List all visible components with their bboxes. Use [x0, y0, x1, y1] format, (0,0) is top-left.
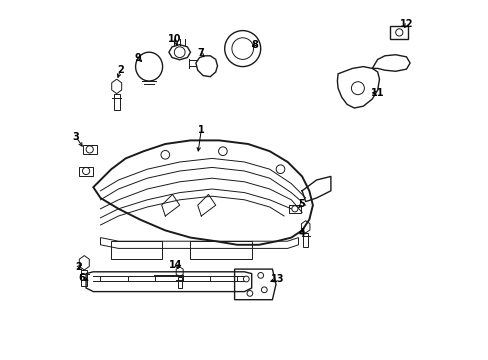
Text: 9: 9	[135, 53, 142, 63]
Text: 14: 14	[169, 260, 183, 270]
Text: 7: 7	[197, 48, 203, 58]
Text: 4: 4	[298, 228, 305, 238]
Text: 2: 2	[75, 262, 82, 272]
Text: 10: 10	[167, 34, 181, 44]
Text: 1: 1	[198, 125, 204, 135]
Text: 11: 11	[370, 88, 384, 98]
Text: 5: 5	[298, 199, 305, 210]
Text: 2: 2	[117, 65, 123, 75]
Text: 3: 3	[73, 132, 79, 142]
Text: 12: 12	[399, 19, 412, 30]
Text: 6: 6	[78, 273, 84, 283]
Text: 13: 13	[270, 274, 284, 284]
Text: 8: 8	[251, 40, 258, 50]
